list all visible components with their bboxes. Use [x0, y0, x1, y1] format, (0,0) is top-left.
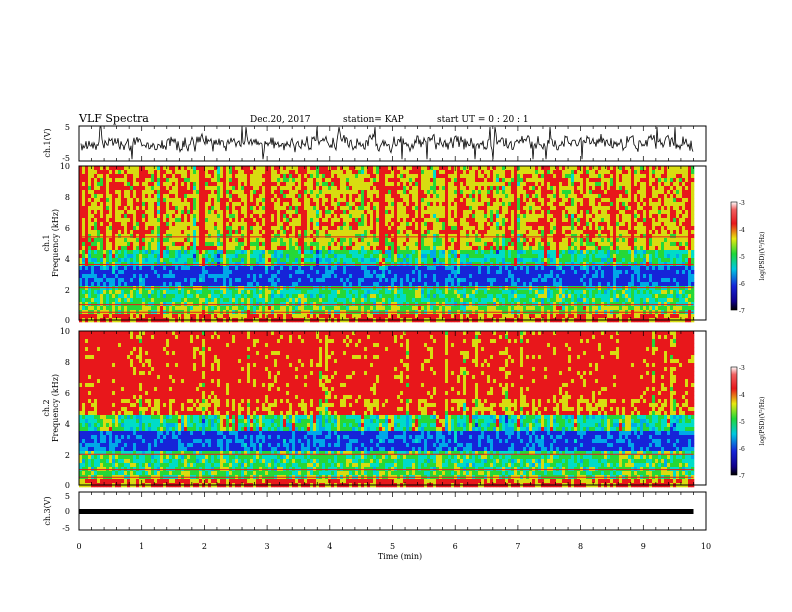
- ch3-waveform-panel: 5 0 -5 ch.3(V): [43, 491, 707, 533]
- xtick-8: 8: [578, 542, 583, 551]
- time-axis-labels: 0 1 2 3 4 5 6 7 8 9 10 Time (min): [76, 542, 711, 561]
- ch2-cb-tick-m7: -7: [739, 473, 745, 480]
- xtick-6: 6: [453, 542, 458, 551]
- ch1-cb-tick-m6: -6: [739, 281, 745, 288]
- ch2-cb-tick-m5: -5: [739, 419, 745, 426]
- ch2-cb-tick-m3: -3: [739, 365, 745, 372]
- ch1-freq-tick-6: 6: [65, 224, 70, 233]
- ch1-ylabel: ch.1(V): [43, 128, 52, 157]
- ch2-freq-tick-10: 10: [60, 327, 70, 336]
- ch2-freq-tick-6: 6: [65, 389, 70, 398]
- ch2-colorbar-label: log(PSD)(V²/Hz): [759, 397, 766, 446]
- ch1-freq-tick-10: 10: [60, 162, 70, 171]
- xtick-4: 4: [327, 542, 332, 551]
- start-time-label: start UT = 0 : 20 : 1: [437, 115, 529, 125]
- xtick-0: 0: [76, 542, 81, 551]
- ch1-cb-tick-m7: -7: [739, 308, 745, 315]
- xtick-2: 2: [202, 542, 207, 551]
- xtick-9: 9: [641, 542, 646, 551]
- ch2-cb-tick-m6: -6: [739, 446, 745, 453]
- xtick-3: 3: [265, 542, 270, 551]
- ch1-ytick-bottom: -5: [62, 154, 70, 163]
- ch1-colorbar: [730, 201, 738, 311]
- xtick-10: 10: [701, 542, 711, 551]
- ch2-channel-label: ch.2: [42, 399, 51, 416]
- ch1-freq-tick-2: 2: [65, 286, 70, 295]
- ch2-colorbar: [730, 366, 738, 476]
- time-axis-ticks: [78, 126, 707, 530]
- ch1-cb-tick-m3: -3: [739, 200, 745, 207]
- xtick-5: 5: [390, 542, 395, 551]
- ch1-freq-tick-8: 8: [65, 193, 70, 202]
- ch1-cb-tick-m5: -5: [739, 254, 745, 261]
- ch3-ytick-mid: 0: [65, 507, 70, 516]
- ch1-spectrogram-image: [79, 166, 695, 323]
- xtick-1: 1: [139, 542, 144, 551]
- ch1-spectrogram-panel: 10 8 6 4 2 0 ch.1 Frequency (kHz) -3 -4 …: [42, 162, 766, 325]
- ch2-cb-tick-m4: -4: [739, 392, 745, 399]
- xtick-7: 7: [515, 542, 520, 551]
- ch2-freq-tick-2: 2: [65, 451, 70, 460]
- ch1-cb-tick-m4: -4: [739, 227, 745, 234]
- ch2-freq-tick-0: 0: [65, 481, 70, 490]
- ch2-spectrogram-panel: 10 8 6 4 2 0 ch.2 Frequency (kHz) -3 -4 …: [42, 327, 766, 490]
- ch1-colorbar-label: log(PSD)(V²/Hz): [759, 232, 766, 281]
- ch1-ytick-top: 5: [65, 123, 70, 132]
- ch3-waveform-line: [79, 509, 694, 514]
- figure-title: VLF Spectra: [78, 112, 149, 125]
- ch2-freq-tick-4: 4: [65, 420, 70, 429]
- station-label: station= KAP: [343, 115, 404, 125]
- ch1-waveform-line: [80, 126, 694, 160]
- ch3-ytick-top: 5: [65, 492, 70, 501]
- ch3-ylabel: ch.3(V): [43, 496, 52, 525]
- ch1-freq-tick-4: 4: [65, 255, 70, 264]
- ch1-freq-tick-0: 0: [65, 316, 70, 325]
- ch1-channel-label: ch.1: [42, 234, 51, 251]
- time-axis-label: Time (min): [378, 552, 422, 561]
- date-label: Dec.20, 2017: [250, 115, 311, 125]
- ch1-freq-ylabel: Frequency (kHz): [51, 209, 60, 277]
- ch1-waveform-panel: 5 -5 ch.1(V): [43, 123, 707, 163]
- ch3-ytick-bottom: -5: [62, 524, 70, 533]
- ch2-freq-tick-8: 8: [65, 358, 70, 367]
- ch2-spectrogram-image: [79, 331, 695, 488]
- ch2-freq-ylabel: Frequency (kHz): [51, 374, 60, 442]
